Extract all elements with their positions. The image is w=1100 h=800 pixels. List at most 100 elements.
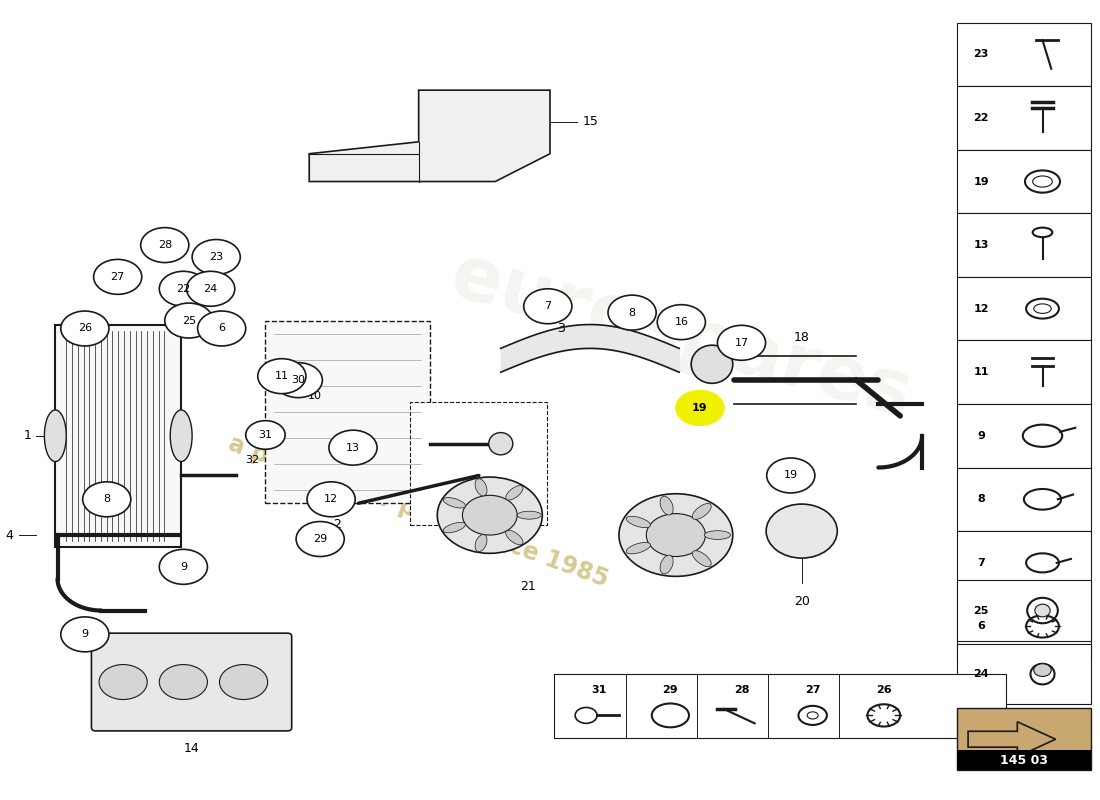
- Text: 24: 24: [204, 284, 218, 294]
- Text: 12: 12: [324, 494, 338, 504]
- Text: 25: 25: [974, 606, 989, 615]
- Circle shape: [647, 514, 705, 557]
- Bar: [265, 321, 430, 503]
- Text: 31: 31: [592, 685, 607, 695]
- Ellipse shape: [443, 498, 465, 508]
- Circle shape: [60, 311, 109, 346]
- Bar: [957, 86, 1091, 150]
- Text: 29: 29: [314, 534, 328, 544]
- Text: 6: 6: [218, 323, 226, 334]
- Circle shape: [220, 665, 267, 699]
- Polygon shape: [968, 722, 1056, 757]
- Ellipse shape: [506, 530, 522, 545]
- Text: 15: 15: [583, 115, 598, 129]
- Circle shape: [462, 495, 517, 535]
- Text: 29: 29: [662, 685, 679, 695]
- Text: 22: 22: [974, 113, 989, 123]
- Ellipse shape: [767, 504, 837, 558]
- Text: 8: 8: [628, 308, 636, 318]
- Polygon shape: [309, 90, 550, 182]
- Bar: [957, 531, 1091, 594]
- Text: 19: 19: [783, 470, 798, 481]
- Text: 6: 6: [977, 622, 986, 631]
- Bar: [957, 644, 1091, 704]
- Bar: [554, 674, 1006, 738]
- Circle shape: [658, 305, 705, 340]
- Text: 22: 22: [176, 284, 190, 294]
- Bar: [957, 341, 1091, 404]
- Bar: [957, 214, 1091, 277]
- Text: 1: 1: [23, 430, 31, 442]
- Text: 8: 8: [977, 494, 986, 504]
- Circle shape: [192, 239, 240, 274]
- Circle shape: [165, 303, 213, 338]
- FancyBboxPatch shape: [91, 633, 292, 731]
- Text: 9: 9: [977, 430, 986, 441]
- Ellipse shape: [626, 542, 650, 554]
- Text: a passion for parts since 1985: a passion for parts since 1985: [226, 431, 612, 591]
- Bar: [957, 22, 1091, 86]
- Text: 28: 28: [157, 240, 172, 250]
- Text: 13: 13: [346, 442, 360, 453]
- Text: 27: 27: [111, 272, 124, 282]
- Circle shape: [160, 550, 208, 584]
- Bar: [957, 150, 1091, 214]
- Circle shape: [1034, 664, 1052, 677]
- Circle shape: [274, 362, 322, 398]
- Text: 12: 12: [974, 304, 989, 314]
- Ellipse shape: [660, 555, 673, 574]
- Text: 9: 9: [179, 562, 187, 572]
- Text: 23: 23: [209, 252, 223, 262]
- Ellipse shape: [170, 410, 192, 462]
- Circle shape: [619, 494, 733, 576]
- Bar: [55, 325, 182, 547]
- Bar: [957, 277, 1091, 341]
- Text: 16: 16: [674, 317, 689, 327]
- Ellipse shape: [475, 478, 487, 496]
- Bar: [957, 580, 1091, 641]
- Text: 21: 21: [520, 580, 536, 593]
- Ellipse shape: [704, 530, 730, 539]
- Circle shape: [141, 228, 189, 262]
- Text: 27: 27: [805, 685, 821, 695]
- Text: 17: 17: [735, 338, 749, 348]
- Text: 26: 26: [78, 323, 92, 334]
- Text: 5: 5: [475, 539, 483, 553]
- Text: 24: 24: [974, 669, 989, 679]
- Text: 28: 28: [734, 685, 749, 695]
- Text: 7: 7: [977, 558, 986, 568]
- Text: 19: 19: [692, 403, 707, 413]
- Text: 2: 2: [332, 518, 341, 530]
- Circle shape: [767, 458, 815, 493]
- Text: 8: 8: [103, 494, 110, 504]
- Ellipse shape: [660, 496, 673, 515]
- Circle shape: [257, 358, 306, 394]
- Bar: [957, 467, 1091, 531]
- Bar: [957, 750, 1091, 770]
- Circle shape: [245, 421, 285, 450]
- Text: 9: 9: [81, 630, 88, 639]
- Bar: [957, 708, 1091, 770]
- Text: 11: 11: [275, 371, 289, 381]
- Circle shape: [329, 430, 377, 465]
- Text: 11: 11: [974, 367, 989, 377]
- Text: 3: 3: [557, 322, 565, 335]
- Text: 10: 10: [308, 391, 321, 401]
- Circle shape: [438, 477, 542, 554]
- Circle shape: [160, 665, 208, 699]
- Ellipse shape: [488, 433, 513, 455]
- Bar: [957, 404, 1091, 467]
- Text: 145 03: 145 03: [1000, 754, 1048, 767]
- Circle shape: [94, 259, 142, 294]
- Ellipse shape: [517, 511, 541, 519]
- Circle shape: [160, 271, 208, 306]
- Bar: [410, 402, 548, 525]
- Ellipse shape: [692, 550, 712, 566]
- Text: 26: 26: [876, 685, 892, 695]
- Text: 31: 31: [258, 430, 273, 440]
- Ellipse shape: [691, 345, 733, 383]
- Text: 18: 18: [794, 331, 810, 344]
- Circle shape: [198, 311, 245, 346]
- Circle shape: [608, 295, 657, 330]
- Ellipse shape: [44, 410, 66, 462]
